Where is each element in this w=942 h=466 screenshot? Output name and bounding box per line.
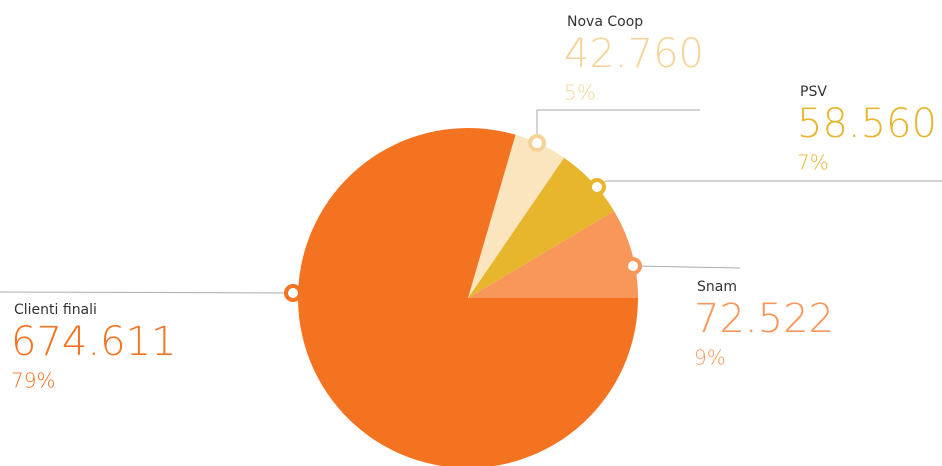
callout-line xyxy=(596,180,942,188)
legend-label: Clienti finali xyxy=(14,302,97,318)
value-label: 72.522 xyxy=(694,296,834,342)
percent-label: 5% xyxy=(564,81,596,105)
legend-label: Nova Coop xyxy=(567,14,643,30)
pie-slice xyxy=(468,157,615,298)
callout-marker xyxy=(284,284,302,302)
pie-slice xyxy=(468,211,638,298)
percent-label: 9% xyxy=(694,346,726,370)
legend-label: Snam xyxy=(697,279,737,295)
legend-label: PSV xyxy=(800,84,827,100)
callout-marker xyxy=(624,257,642,275)
callout-marker xyxy=(588,178,606,196)
pie-slice xyxy=(468,134,564,298)
value-label: 674.611 xyxy=(11,319,176,365)
value-label: 42.760 xyxy=(564,31,704,77)
percent-label: 7% xyxy=(797,151,829,175)
callout-marker xyxy=(528,134,546,152)
value-label: 58.560 xyxy=(797,101,937,147)
callout-line xyxy=(536,109,700,143)
percent-label: 79% xyxy=(11,369,55,393)
callout-line xyxy=(0,291,294,294)
callout-line xyxy=(632,265,741,269)
pie-slice xyxy=(298,128,638,466)
